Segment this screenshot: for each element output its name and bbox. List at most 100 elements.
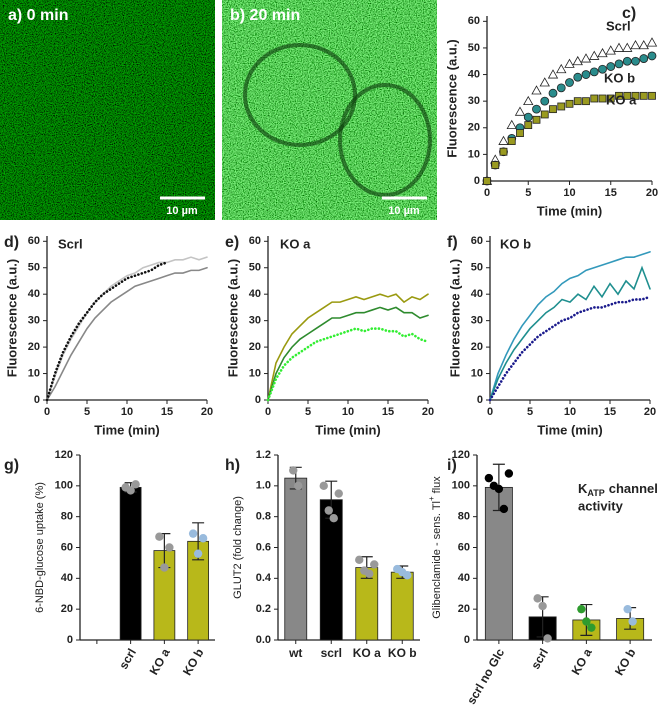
- marker: [614, 59, 624, 69]
- y-axis-title-part: flux: [431, 476, 443, 494]
- bar: [119, 486, 142, 641]
- x-tick-label: 0: [265, 406, 271, 418]
- y-tick-label: 20: [468, 122, 480, 134]
- y-tick-label: 100: [55, 480, 73, 492]
- marker: [556, 63, 567, 74]
- x-axis-title: Time (min): [537, 422, 603, 437]
- x-tick-label: 20: [201, 406, 213, 418]
- data-point: [319, 481, 328, 491]
- data-point: [504, 469, 514, 478]
- y-tick-label: 80: [458, 511, 470, 523]
- marker: [589, 67, 599, 77]
- x-tick-label: KO b: [180, 646, 206, 678]
- marker: [623, 91, 632, 100]
- marker: [606, 62, 616, 71]
- y-tick-label: 0: [34, 394, 40, 406]
- data-point: [365, 569, 374, 578]
- series-line: [267, 293, 429, 401]
- data-point: [484, 473, 494, 483]
- marker: [572, 55, 583, 66]
- data-point: [543, 634, 552, 643]
- x-tick-label: KO a: [353, 646, 381, 660]
- data-point: [160, 563, 169, 572]
- y-tick-label: 50: [28, 262, 40, 274]
- series-line: [46, 256, 208, 401]
- marker: [514, 106, 526, 116]
- x-tick-label: 15: [605, 187, 617, 199]
- data-point: [329, 514, 338, 523]
- series-label: KO b: [604, 70, 635, 85]
- y-tick-label: 10: [471, 367, 483, 379]
- data-point: [165, 543, 174, 552]
- y-tick-label: 40: [61, 572, 73, 584]
- marker: [564, 58, 575, 68]
- scale-bar-label: 10 µm: [166, 205, 198, 217]
- scale-bar-label: 10 µm: [388, 205, 420, 217]
- annotation-part: channel: [609, 481, 658, 496]
- marker: [638, 39, 649, 50]
- x-tick-label: 5: [527, 406, 533, 418]
- x-tick-label: 5: [305, 406, 311, 418]
- marker: [549, 105, 557, 114]
- marker: [631, 56, 640, 66]
- y-tick-label: 50: [249, 262, 261, 274]
- y-tick-label: 60: [249, 235, 261, 247]
- series-label: KO a: [606, 92, 637, 107]
- image-label: b) 20 min: [230, 7, 300, 24]
- data-point: [582, 617, 591, 626]
- y-tick-label: 30: [471, 315, 483, 327]
- cell-outline: [243, 43, 357, 147]
- marker: [523, 95, 534, 106]
- x-tick-label: 20: [644, 406, 656, 418]
- y-tick-label: 20: [458, 603, 470, 615]
- y-axis-title: 6-NBD-glucose uptake (%): [34, 482, 46, 613]
- panel-title: KO b: [500, 236, 531, 251]
- x-tick-label: wt: [288, 646, 302, 660]
- marker: [582, 97, 590, 106]
- y-tick-label: 60: [468, 15, 480, 27]
- y-axis-title: Glibenclamide - sens. Tl+ flux: [427, 476, 443, 619]
- marker: [532, 104, 541, 114]
- marker: [499, 147, 508, 156]
- image-panel: a) 0 min 10 µm: [0, 0, 215, 220]
- panel-label: e): [225, 234, 239, 251]
- annotation: KATP channel: [578, 481, 658, 498]
- data-point: [577, 604, 586, 614]
- x-tick-label: scrl: [116, 646, 139, 671]
- bar: [284, 477, 308, 641]
- y-axis-title-part: Glibenclamide - sens. Tl: [431, 501, 443, 619]
- y-tick-label: 10: [28, 367, 40, 379]
- x-axis-title: Time (min): [94, 422, 160, 437]
- data-point: [370, 560, 379, 569]
- y-tick-label: 30: [468, 95, 480, 107]
- y-tick-label: 0: [474, 175, 480, 187]
- data-point: [628, 617, 637, 626]
- panel-title: Scrl: [58, 236, 83, 251]
- marker: [622, 56, 632, 66]
- marker: [647, 51, 657, 61]
- y-tick-label: 0: [67, 634, 73, 646]
- series-line: [489, 265, 651, 401]
- panel-title: KO a: [280, 236, 311, 251]
- marker: [565, 99, 574, 108]
- data-point: [193, 549, 203, 558]
- chart-panel: 0.0 0.2 0.4 0.6 0.8 1.0 1.2 h) GLUT2 (fold chang…: [225, 449, 420, 660]
- image-label: a) 0 min: [8, 7, 68, 24]
- x-tick-label: 15: [604, 406, 616, 418]
- marker: [556, 83, 566, 93]
- marker: [516, 129, 524, 137]
- panel-label: f): [447, 234, 458, 251]
- marker: [523, 112, 533, 122]
- y-tick-label: 50: [468, 42, 480, 54]
- marker: [589, 50, 600, 60]
- y-axis-title: Fluorescence (a.u.): [444, 39, 459, 157]
- x-tick-label: 0: [487, 406, 493, 418]
- marker: [597, 47, 608, 58]
- panel-label: h): [225, 457, 240, 474]
- x-tick-label: 5: [525, 187, 531, 199]
- cell-outline: [338, 83, 432, 197]
- chart-panel: 0 20 40 60 80 100 120 g) 6-NBD-glucose uptake (%…: [4, 449, 215, 678]
- data-point: [355, 555, 364, 565]
